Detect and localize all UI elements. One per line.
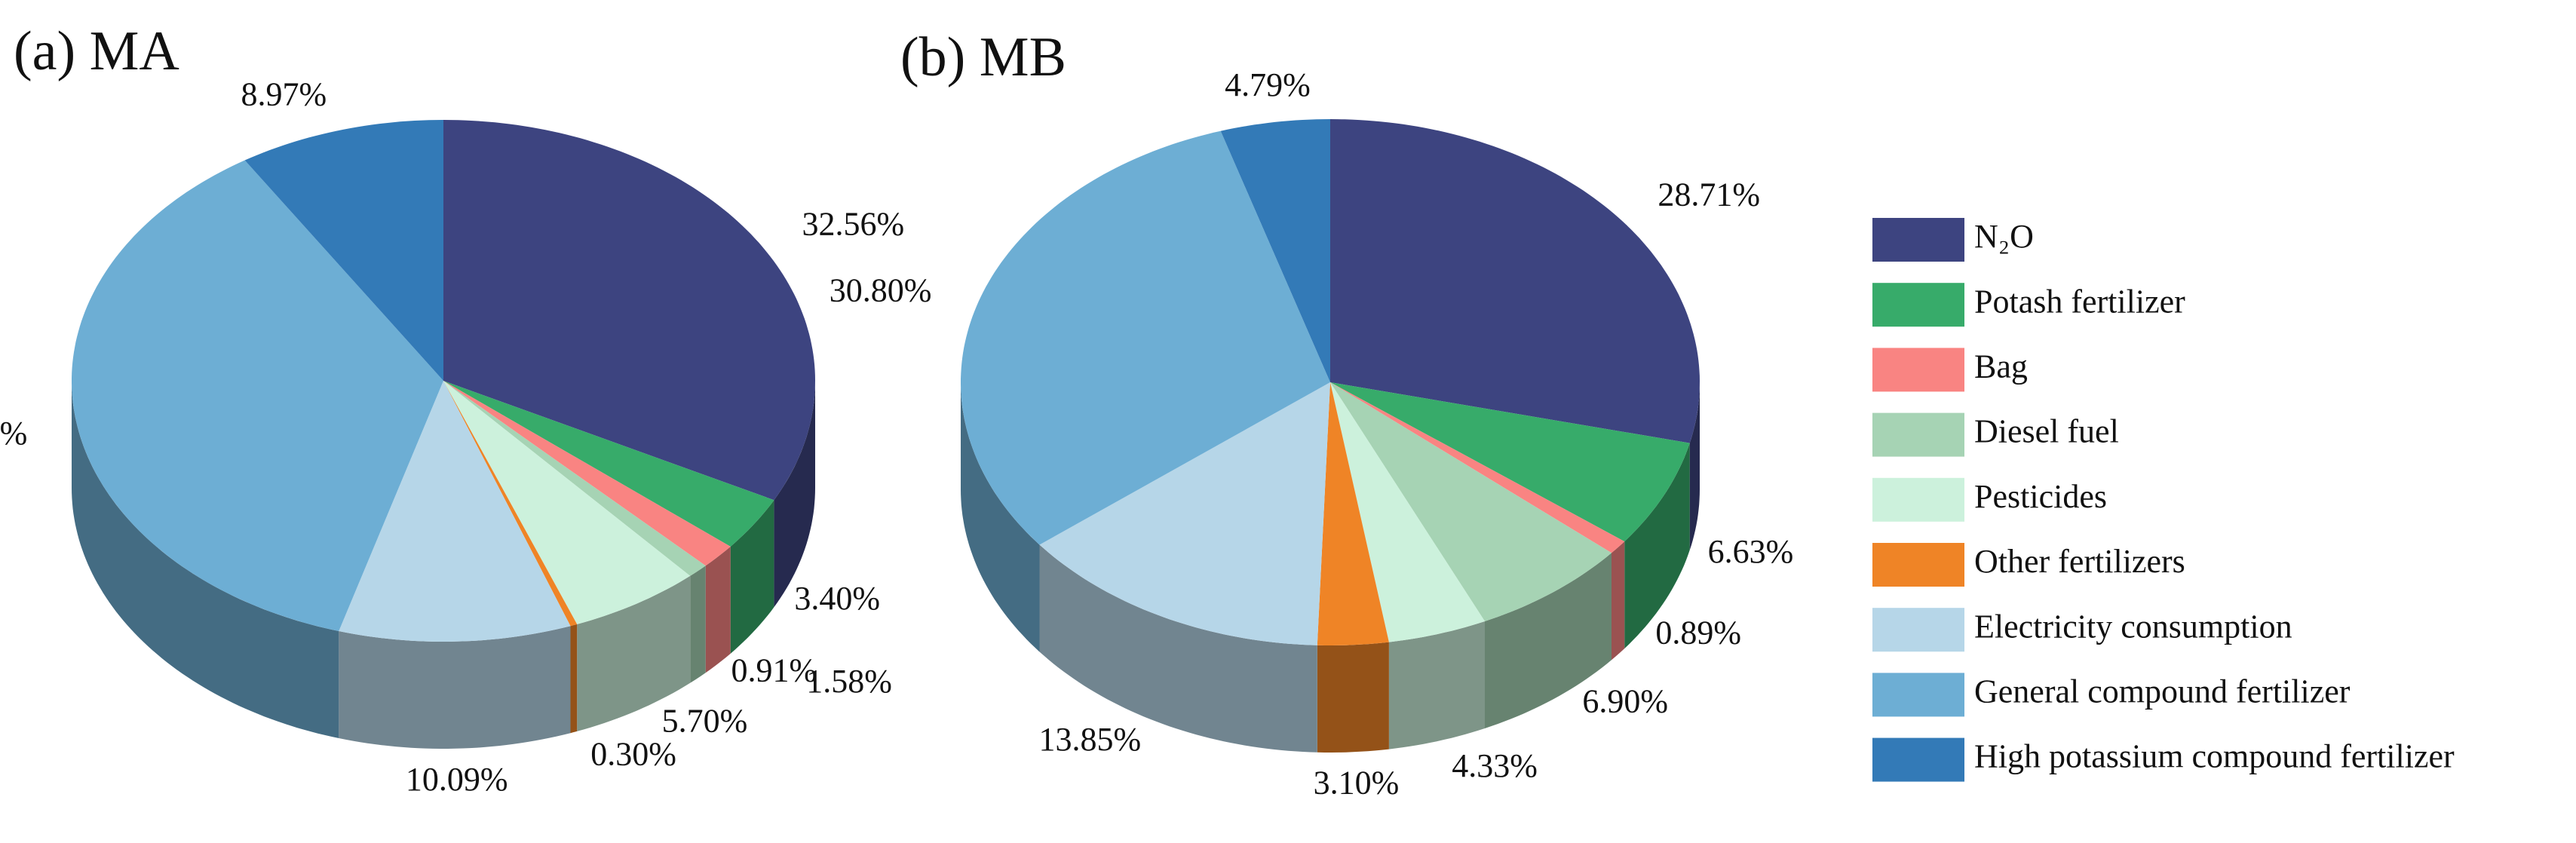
legend-label: High potassium compound fertilizer [1974,738,2455,775]
legend-swatch [1872,673,1964,717]
legend-swatch [1872,737,1964,782]
pie-slice-side [1624,443,1690,649]
value-label: 1.58% [806,663,892,700]
chart-title: (b) MB [900,26,1066,88]
value-label: 0.91% [731,651,817,688]
pie-slice [72,160,443,631]
legend-label: Diesel fuel [1974,413,2119,450]
pie-slice [443,381,731,566]
pie-slice-side [339,626,571,749]
value-label: 4.33% [1452,747,1538,784]
pie-slice-side [1689,382,1700,550]
legend-swatch [1872,283,1964,327]
value-label: 10.09% [406,761,508,798]
pie-slice-side [1388,621,1485,750]
pie-slice [443,381,578,627]
pie-slice-side [690,566,706,683]
pie-slice [1330,382,1612,621]
pie-slice-side [705,546,731,673]
pie-slice [1330,119,1700,443]
value-label: 0.89% [1655,614,1741,651]
pie-slice [244,120,443,381]
pie-slice [339,381,571,642]
pie-slice [443,381,691,624]
legend-label: General compound fertilizer [1974,673,2351,710]
pie-slice-side [774,381,815,608]
pie-slice [1330,382,1485,642]
pie-slice [443,381,774,547]
value-label: 3.10% [1314,764,1400,801]
value-label: 13.85% [1038,721,1141,758]
legend-label: Bag [1974,348,2028,385]
pie-slice-side [577,575,691,731]
pie-slice [961,130,1330,545]
value-label: 4.79% [1225,66,1311,103]
pie-slice-side [1039,544,1317,753]
pie-slice-side [1612,541,1625,661]
value-label: 32.56% [802,205,905,242]
legend-label: Pesticides [1974,478,2107,515]
legend-label: Other fertilizers [1974,543,2185,580]
value-label: 6.63% [1708,533,1794,570]
legend-label: Electricity consumption [1974,608,2292,645]
legend-label: Potash fertilizer [1974,283,2185,320]
pie-slice [443,381,706,576]
legend-swatch [1872,218,1964,262]
pie-slice-side [961,382,1040,652]
pie-slice-side [1485,553,1612,728]
pie-slice-side [1317,642,1389,753]
pie-slice-side [730,500,774,654]
legend-label: N₂O [1974,218,2034,255]
value-label: 8.97% [241,75,327,112]
legend-swatch [1872,412,1964,457]
pie-slice [1330,382,1625,553]
pie-slice [1039,382,1330,645]
legend-swatch [1872,477,1964,522]
value-label: 3.40% [794,580,880,617]
chart-title: (a) MA [14,20,179,82]
pie-slice [1317,382,1389,645]
pie-slice [443,120,815,501]
legend-swatch [1872,348,1964,392]
pie-slice [1220,119,1330,382]
value-label: 5.70% [662,702,748,739]
pie-slice [1330,382,1690,542]
value-label: 36.49% [0,415,27,452]
value-label: 28.71% [1658,176,1760,213]
value-label: 6.90% [1582,683,1668,720]
value-label: 30.80% [830,272,932,309]
legend-swatch [1872,608,1964,652]
pie-slice-side [72,381,339,738]
legend-swatch [1872,543,1964,587]
pie-slice-side [570,624,578,734]
value-label: 0.30% [590,735,676,772]
